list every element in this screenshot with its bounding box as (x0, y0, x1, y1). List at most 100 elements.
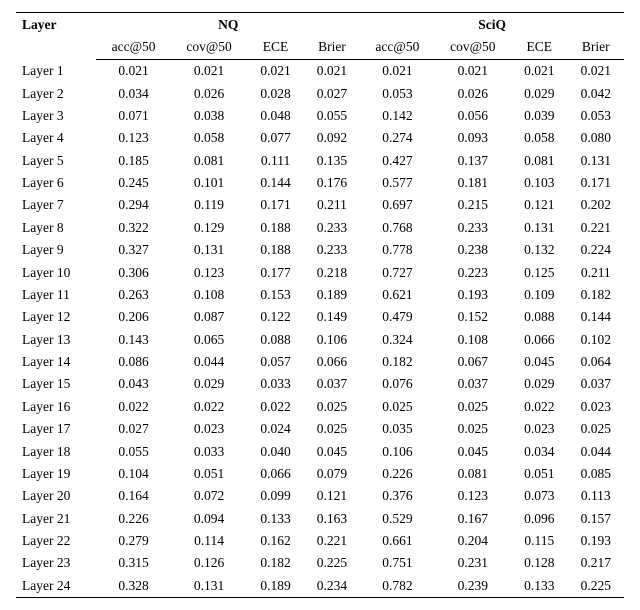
cell: 0.027 (304, 82, 360, 104)
cell: 0.104 (96, 463, 170, 485)
cell: 0.132 (511, 239, 567, 261)
cell: 0.064 (568, 351, 624, 373)
cell: 0.048 (247, 105, 303, 127)
cell: 0.026 (171, 82, 247, 104)
cell: 0.051 (511, 463, 567, 485)
cell: 0.101 (171, 172, 247, 194)
cell: 0.182 (247, 552, 303, 574)
cell: 0.057 (247, 351, 303, 373)
cell: 0.076 (360, 373, 434, 395)
sub-header: ECE (511, 37, 567, 60)
cell: 0.115 (511, 530, 567, 552)
cell: 0.085 (568, 463, 624, 485)
cell: 0.123 (96, 127, 170, 149)
cell: 0.143 (96, 329, 170, 351)
table-row: Layer 90.3270.1310.1880.2330.7780.2380.1… (16, 239, 624, 261)
cell: 0.131 (171, 575, 247, 598)
cell: 0.233 (435, 217, 511, 239)
cell: 0.106 (304, 329, 360, 351)
cell: 0.025 (435, 396, 511, 418)
cell: 0.661 (360, 530, 434, 552)
table-row: Layer 50.1850.0810.1110.1350.4270.1370.0… (16, 150, 624, 172)
group-header-sciq: SciQ (360, 13, 624, 38)
cell: 0.088 (511, 306, 567, 328)
table-row: Layer 180.0550.0330.0400.0450.1060.0450.… (16, 440, 624, 462)
cell: 0.131 (511, 217, 567, 239)
row-label: Layer 7 (16, 194, 96, 216)
cell: 0.137 (435, 150, 511, 172)
cell: 0.215 (435, 194, 511, 216)
cell: 0.211 (304, 194, 360, 216)
table-row: Layer 120.2060.0870.1220.1490.4790.1520.… (16, 306, 624, 328)
cell: 0.023 (171, 418, 247, 440)
cell: 0.102 (568, 329, 624, 351)
table-row: Layer 140.0860.0440.0570.0660.1820.0670.… (16, 351, 624, 373)
cell: 0.176 (304, 172, 360, 194)
cell: 0.152 (435, 306, 511, 328)
table-row: Layer 80.3220.1290.1880.2330.7680.2330.1… (16, 217, 624, 239)
cell: 0.322 (96, 217, 170, 239)
cell: 0.167 (435, 508, 511, 530)
cell: 0.131 (171, 239, 247, 261)
cell: 0.211 (568, 261, 624, 283)
cell: 0.221 (304, 530, 360, 552)
cell: 0.204 (435, 530, 511, 552)
cell: 0.529 (360, 508, 434, 530)
table-row: Layer 110.2630.1080.1530.1890.6210.1930.… (16, 284, 624, 306)
table-row: Layer 30.0710.0380.0480.0550.1420.0560.0… (16, 105, 624, 127)
cell: 0.022 (171, 396, 247, 418)
cell: 0.053 (568, 105, 624, 127)
cell: 0.040 (247, 440, 303, 462)
cell: 0.029 (171, 373, 247, 395)
cell: 0.021 (360, 60, 434, 83)
cell: 0.129 (171, 217, 247, 239)
cell: 0.045 (304, 440, 360, 462)
cell: 0.144 (568, 306, 624, 328)
cell: 0.233 (304, 239, 360, 261)
cell: 0.119 (171, 194, 247, 216)
cell: 0.021 (247, 60, 303, 83)
cell: 0.768 (360, 217, 434, 239)
cell: 0.163 (304, 508, 360, 530)
table-row: Layer 70.2940.1190.1710.2110.6970.2150.1… (16, 194, 624, 216)
cell: 0.023 (568, 396, 624, 418)
cell: 0.189 (247, 575, 303, 598)
row-label: Layer 2 (16, 82, 96, 104)
row-label: Layer 10 (16, 261, 96, 283)
table-row: Layer 230.3150.1260.1820.2250.7510.2310.… (16, 552, 624, 574)
cell: 0.065 (171, 329, 247, 351)
cell: 0.131 (568, 150, 624, 172)
table-row: Layer 200.1640.0720.0990.1210.3760.1230.… (16, 485, 624, 507)
cell: 0.233 (304, 217, 360, 239)
cell: 0.053 (360, 82, 434, 104)
cell: 0.034 (511, 440, 567, 462)
table-header: Layer NQ SciQ acc@50 cov@50 ECE Brier ac… (16, 13, 624, 60)
cell: 0.077 (247, 127, 303, 149)
row-label: Layer 19 (16, 463, 96, 485)
cell: 0.051 (171, 463, 247, 485)
sub-header: acc@50 (360, 37, 434, 60)
row-label: Layer 22 (16, 530, 96, 552)
cell: 0.224 (568, 239, 624, 261)
cell: 0.782 (360, 575, 434, 598)
cell: 0.058 (511, 127, 567, 149)
table-row: Layer 210.2260.0940.1330.1630.5290.1670.… (16, 508, 624, 530)
cell: 0.123 (435, 485, 511, 507)
cell: 0.231 (435, 552, 511, 574)
cell: 0.044 (171, 351, 247, 373)
table-row: Layer 190.1040.0510.0660.0790.2260.0810.… (16, 463, 624, 485)
cell: 0.025 (360, 396, 434, 418)
row-label: Layer 11 (16, 284, 96, 306)
sub-header: cov@50 (435, 37, 511, 60)
cell: 0.045 (511, 351, 567, 373)
cell: 0.324 (360, 329, 434, 351)
cell: 0.037 (568, 373, 624, 395)
cell: 0.022 (96, 396, 170, 418)
table-row: Layer 130.1430.0650.0880.1060.3240.1080.… (16, 329, 624, 351)
cell: 0.751 (360, 552, 434, 574)
table-row: Layer 100.3060.1230.1770.2180.7270.2230.… (16, 261, 624, 283)
cell: 0.022 (511, 396, 567, 418)
sub-header: Brier (304, 37, 360, 60)
cell: 0.306 (96, 261, 170, 283)
header-row-groups: Layer NQ SciQ (16, 13, 624, 38)
